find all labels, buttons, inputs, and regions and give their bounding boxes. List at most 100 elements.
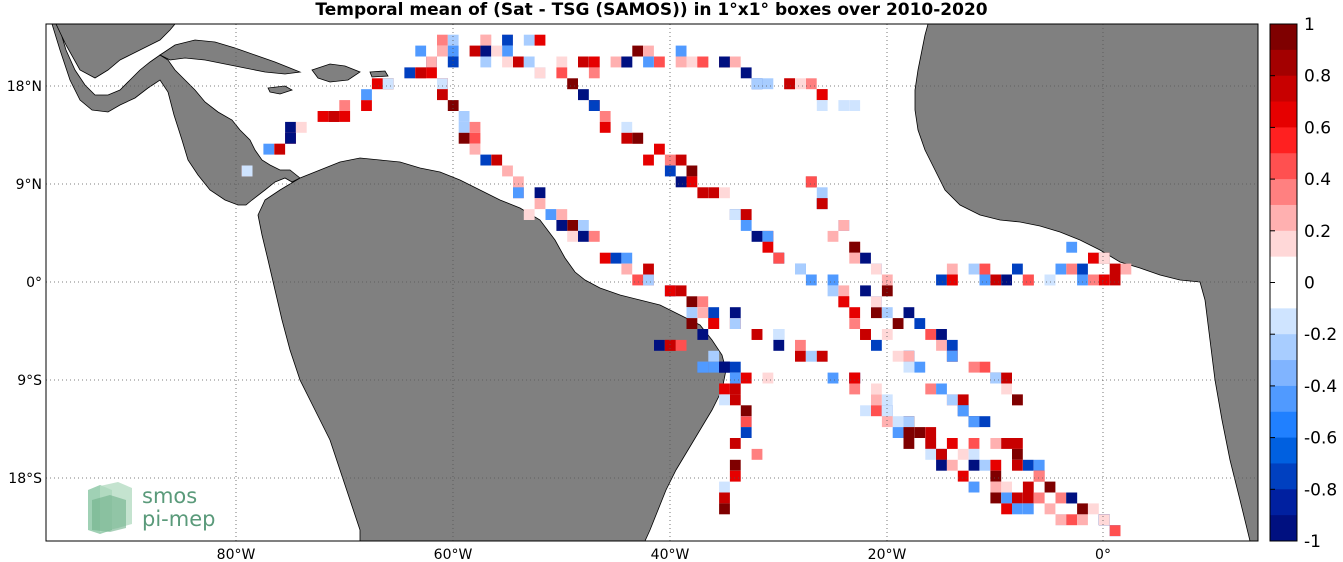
data-cell	[513, 176, 524, 188]
colorbar-segment	[1270, 308, 1297, 335]
data-cell	[968, 448, 980, 460]
data-cell	[795, 78, 806, 90]
data-cell	[1001, 438, 1012, 449]
data-cell	[697, 329, 709, 340]
colorbar-tick-label: 1	[1304, 15, 1315, 35]
data-cell	[860, 285, 871, 297]
data-cell	[523, 56, 535, 68]
data-cell	[426, 56, 437, 68]
data-cell	[241, 165, 253, 177]
data-cell	[968, 459, 980, 471]
data-cell	[719, 492, 730, 504]
data-cell	[957, 448, 969, 460]
data-cell	[458, 132, 470, 144]
data-cell	[816, 187, 828, 199]
data-cell	[675, 176, 687, 188]
data-cell	[415, 67, 427, 79]
data-cell	[643, 274, 654, 286]
data-cell	[567, 220, 578, 231]
data-cell	[1022, 274, 1034, 286]
data-cell	[751, 78, 763, 90]
data-cell	[491, 45, 503, 57]
data-cell	[1098, 274, 1110, 286]
colorbar-segment	[1270, 463, 1297, 490]
data-cell	[990, 459, 1002, 471]
data-cell	[979, 361, 991, 373]
data-cell	[599, 121, 611, 133]
land-florida	[46, 23, 176, 79]
data-cell	[632, 274, 644, 286]
data-cell	[599, 252, 611, 264]
data-cell	[523, 209, 535, 220]
data-cell	[1001, 481, 1012, 493]
data-cell	[1001, 503, 1012, 515]
data-cell	[513, 187, 524, 199]
data-cell	[1044, 274, 1056, 286]
data-cell	[534, 34, 546, 46]
data-cell	[903, 307, 915, 319]
land-masses	[46, 23, 1259, 542]
data-cell	[849, 241, 861, 253]
data-cell	[621, 263, 633, 275]
data-cell	[990, 274, 1002, 286]
data-cell	[946, 263, 958, 275]
colorbar-segment	[1270, 256, 1297, 283]
data-cell	[740, 416, 752, 428]
data-cell	[458, 121, 470, 133]
data-cell	[719, 394, 730, 406]
data-cell	[946, 339, 958, 351]
logo-line2: pi-mep	[142, 507, 215, 531]
data-cell	[1120, 263, 1132, 275]
data-cell	[719, 56, 730, 68]
data-cell	[1012, 492, 1023, 504]
data-cell	[957, 405, 969, 417]
data-cell	[881, 405, 893, 417]
data-cell	[925, 329, 937, 340]
data-cell	[361, 89, 372, 101]
data-cell	[805, 78, 817, 90]
data-cell	[339, 100, 351, 111]
data-cell	[469, 132, 481, 144]
data-cell	[729, 56, 741, 68]
data-cell	[979, 416, 991, 428]
data-cell	[849, 100, 861, 111]
data-cell	[480, 56, 492, 68]
data-cell	[437, 89, 448, 101]
data-cell	[936, 339, 947, 351]
data-cell	[1022, 492, 1034, 504]
data-cell	[697, 56, 709, 68]
data-cell	[892, 350, 904, 362]
data-cell	[784, 78, 795, 90]
data-cell	[1022, 481, 1034, 493]
colorbar-segment	[1270, 230, 1297, 258]
data-cell	[469, 121, 481, 133]
data-cell	[480, 45, 492, 57]
colorbar-segment	[1270, 127, 1297, 154]
data-cell	[1044, 481, 1056, 493]
data-cell	[849, 383, 861, 395]
land-central-america	[46, 23, 301, 206]
data-cell	[892, 427, 904, 438]
data-cell	[469, 143, 481, 155]
data-cell	[827, 274, 839, 286]
data-cell	[1066, 241, 1078, 253]
colorbar-tick-label: -0.8	[1304, 480, 1337, 500]
data-cell	[686, 56, 698, 68]
colorbar-segment	[1270, 24, 1297, 51]
data-cell	[1022, 459, 1034, 471]
data-cell	[968, 481, 980, 493]
data-cell	[827, 372, 839, 384]
data-cell	[990, 481, 1002, 493]
data-cell	[654, 56, 665, 68]
data-cell	[990, 438, 1002, 449]
lat-label-9n: 9°N	[16, 177, 42, 193]
data-cell	[729, 209, 741, 220]
data-cell	[903, 416, 915, 428]
data-cell	[643, 45, 654, 57]
data-cell	[849, 252, 861, 264]
data-cell	[827, 230, 839, 242]
colorbar-segment	[1270, 153, 1297, 180]
data-cell	[860, 329, 871, 340]
data-cell	[317, 111, 329, 122]
data-cell	[871, 339, 882, 351]
